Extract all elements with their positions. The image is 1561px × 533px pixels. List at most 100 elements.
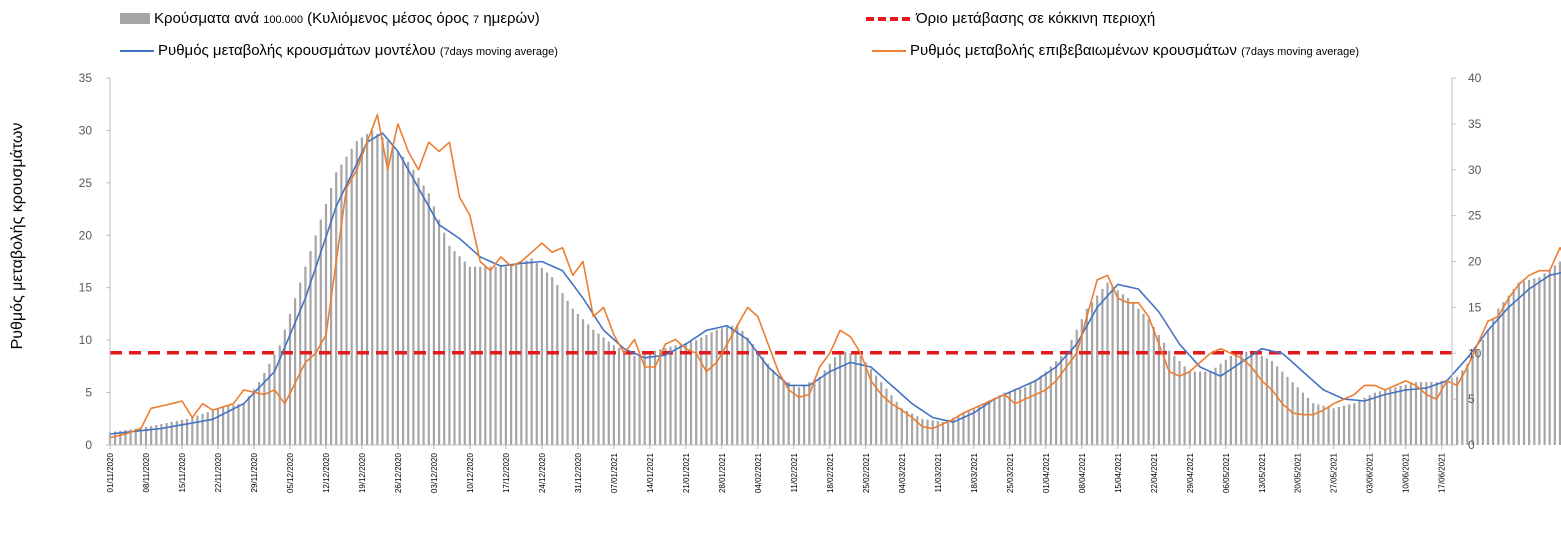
- x-tick-label: 05/12/2020: [286, 452, 295, 493]
- cases-bar: [247, 396, 250, 445]
- x-tick-label: 17/06/2021: [1438, 452, 1447, 493]
- series-line: [109, 132, 1561, 435]
- cases-bar: [1337, 407, 1340, 445]
- cases-bar: [273, 354, 276, 445]
- cases-bar: [916, 416, 919, 445]
- cases-bar: [366, 133, 369, 445]
- cases-bar: [1101, 289, 1104, 445]
- cases-bar: [823, 370, 826, 445]
- cases-bar: [1024, 387, 1027, 445]
- cases-bar: [1152, 327, 1155, 445]
- cases-bar: [818, 376, 821, 445]
- x-tick-label: 04/03/2021: [898, 452, 907, 493]
- cases-bar: [499, 266, 502, 445]
- cases-bar: [1497, 308, 1500, 445]
- cases-bar: [340, 164, 343, 445]
- x-tick-label: 11/03/2021: [934, 452, 943, 492]
- cases-bar: [1137, 308, 1140, 445]
- cases-bar: [263, 372, 266, 445]
- x-tick-label: 22/04/2021: [1150, 452, 1159, 493]
- cases-bar: [299, 282, 302, 445]
- cases-bar: [335, 172, 338, 445]
- cases-bar: [592, 329, 595, 445]
- cases-bar: [1368, 395, 1371, 445]
- y-tick-label-right: 0: [1468, 438, 1475, 452]
- legend-threshold-text: Όριο μετάβασης σε κόκκινη περιοχή: [916, 10, 1156, 27]
- cases-bar: [1116, 290, 1119, 445]
- x-tick-label: 24/12/2020: [538, 452, 547, 493]
- cases-bar: [988, 400, 991, 445]
- cases-bar: [1456, 376, 1459, 445]
- cases-bar: [602, 337, 605, 445]
- cases-bar: [926, 419, 929, 445]
- cases-bar: [180, 419, 184, 445]
- cases-bar: [1075, 329, 1078, 445]
- cases-bar: [453, 251, 456, 445]
- cases-bar: [962, 413, 965, 445]
- cases-bar: [1384, 389, 1387, 445]
- cases-bar: [1034, 379, 1037, 445]
- legend-threshold: Όριο μετάβασης σε κόκκινη περιοχή: [866, 10, 1155, 27]
- x-tick-label: 08/11/2020: [142, 452, 151, 492]
- cases-bar: [417, 177, 420, 445]
- y-tick-label-right: 20: [1468, 255, 1482, 269]
- cases-bar: [1157, 334, 1160, 445]
- cases-bar: [1476, 350, 1479, 445]
- cases-bar: [1430, 382, 1433, 445]
- cases-bar: [1070, 340, 1073, 445]
- cases-bar: [777, 376, 780, 445]
- legend-model: Ρυθμός μεταβολής κρουσμάτων μοντέλου (7d…: [120, 42, 558, 59]
- cases-bar: [1420, 382, 1423, 445]
- cases-bar: [319, 219, 322, 445]
- cases-bar: [1466, 363, 1469, 445]
- cases-bar: [1435, 382, 1438, 445]
- cases-bar: [175, 420, 178, 445]
- x-tick-label: 18/03/2021: [970, 452, 979, 493]
- cases-bar: [1348, 404, 1351, 445]
- cases-bar: [612, 345, 615, 445]
- cases-bar: [875, 375, 878, 445]
- x-tick-label: 03/06/2021: [1366, 452, 1375, 493]
- cases-bar: [617, 348, 621, 445]
- cases-bar: [1301, 392, 1304, 445]
- cases-bar: [1461, 370, 1464, 445]
- cases-bar: [941, 421, 945, 445]
- cases-bar: [1538, 277, 1541, 445]
- cases-bar: [1255, 353, 1258, 446]
- cases-bar: [191, 417, 194, 445]
- cases-bar: [849, 353, 852, 446]
- cases-bar: [797, 387, 801, 445]
- cases-bar: [407, 161, 410, 445]
- cases-bar: [427, 193, 430, 445]
- cases-bar: [772, 370, 775, 445]
- cases-bar: [258, 382, 261, 445]
- y-tick-label-left: 25: [79, 176, 93, 190]
- cases-bar: [1019, 388, 1022, 445]
- cases-bar: [288, 313, 292, 445]
- cases-bar: [119, 430, 122, 445]
- cases-bar: [1173, 355, 1176, 445]
- legend-orange-swatch: [872, 49, 906, 52]
- cases-bar: [1548, 269, 1551, 445]
- cases-bar: [1178, 361, 1181, 445]
- cases-bar: [371, 130, 374, 445]
- cases-bar: [525, 260, 528, 445]
- cases-bar: [854, 354, 857, 445]
- cases-bar: [983, 403, 986, 445]
- cases-bar: [556, 285, 559, 445]
- cases-bar: [1399, 386, 1402, 445]
- cases-bar: [1044, 371, 1047, 445]
- cases-bar: [170, 421, 173, 445]
- cases-bar: [1163, 342, 1166, 445]
- cases-bar: [1517, 282, 1520, 445]
- cases-bar: [1250, 350, 1253, 445]
- cases-bar: [468, 266, 471, 445]
- cases-bar: [1286, 376, 1289, 445]
- cases-bar: [463, 261, 466, 445]
- x-tick-label: 04/02/2021: [754, 452, 763, 493]
- cases-bar: [1204, 371, 1207, 445]
- cases-bar: [587, 324, 590, 445]
- x-tick-label: 10/06/2021: [1402, 452, 1411, 493]
- cases-bar: [355, 140, 358, 445]
